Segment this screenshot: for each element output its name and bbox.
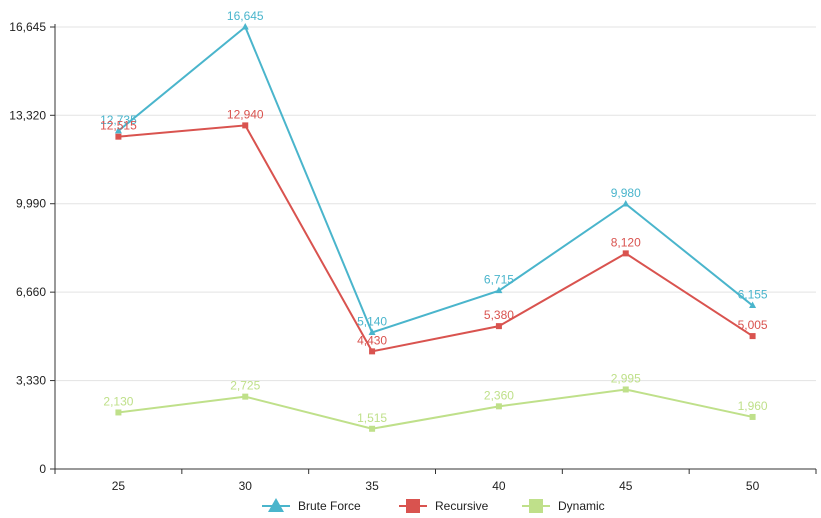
data-point-dynamic <box>495 403 502 410</box>
data-point-dynamic <box>242 393 249 400</box>
data-label-brute-force: 6,715 <box>484 273 514 287</box>
data-label-recursive: 8,120 <box>611 235 641 249</box>
data-label-recursive: 12,940 <box>227 107 264 121</box>
data-point-dynamic <box>749 413 756 420</box>
y-tick-label: 13,320 <box>9 108 46 122</box>
y-tick-label: 16,645 <box>9 20 46 34</box>
series-line-dynamic <box>118 388 753 430</box>
data-point-brute-force <box>368 328 376 336</box>
data-label-recursive: 4,430 <box>357 333 387 347</box>
series-line-brute-force <box>117 25 754 334</box>
data-point-recursive <box>749 333 756 340</box>
data-point-brute-force <box>622 199 630 207</box>
data-label-brute-force: 5,140 <box>357 315 387 329</box>
series-lines <box>114 23 757 432</box>
data-point-brute-force <box>495 286 503 294</box>
legend-marker-recursive <box>406 499 420 513</box>
y-tick-label: 9,990 <box>16 197 46 211</box>
data-point-brute-force <box>749 301 757 309</box>
data-label-dynamic: 1,960 <box>738 399 768 413</box>
data-label-recursive: 12,515 <box>100 119 137 133</box>
data-point-recursive <box>369 348 376 355</box>
x-axis: 25 30 35 40 45 50 <box>54 468 817 493</box>
data-point-recursive <box>495 323 502 330</box>
data-label-recursive: 5,380 <box>484 308 514 322</box>
data-point-brute-force <box>241 23 249 30</box>
data-point-dynamic <box>369 425 376 432</box>
legend-marker-brute-force <box>268 498 284 512</box>
data-label-brute-force: 9,980 <box>611 186 641 200</box>
legend-label-brute-force: Brute Force <box>298 499 361 513</box>
data-label-dynamic: 2,725 <box>230 379 260 393</box>
grid-lines <box>55 26 816 382</box>
y-tick-label: 3,330 <box>16 374 46 388</box>
data-label-brute-force: 12,735 <box>100 113 137 127</box>
data-point-recursive <box>115 133 122 140</box>
data-label-dynamic: 2,995 <box>611 371 641 385</box>
data-label-brute-force: 16,645 <box>227 9 264 23</box>
data-point-dynamic <box>115 409 122 416</box>
legend: Brute Force Recursive Dynamic <box>262 498 605 513</box>
y-tick-label: 0 <box>39 462 46 476</box>
data-label-dynamic: 1,515 <box>357 411 387 425</box>
y-tick-label: 6,660 <box>16 285 46 299</box>
data-label-recursive: 5,005 <box>738 318 768 332</box>
data-labels: 12,735 16,645 5,140 6,715 9,980 6,155 12,515 12… <box>100 9 768 425</box>
x-tick-label: 40 <box>492 479 506 493</box>
legend-label-dynamic: Dynamic <box>558 499 605 513</box>
x-tick-label: 35 <box>365 479 379 493</box>
series-line-recursive <box>118 124 754 353</box>
data-label-dynamic: 2,360 <box>484 388 514 402</box>
data-point-recursive <box>622 250 629 257</box>
legend-marker-dynamic <box>529 499 543 513</box>
x-tick-label: 30 <box>239 479 253 493</box>
data-point-dynamic <box>622 386 629 393</box>
data-label-brute-force: 6,155 <box>738 288 768 302</box>
x-tick-label: 50 <box>746 479 760 493</box>
x-tick-label: 45 <box>619 479 633 493</box>
data-label-dynamic: 2,130 <box>103 394 133 408</box>
data-point-recursive <box>242 122 249 129</box>
y-axis: 0 3,330 6,660 9,990 13,320 16,645 <box>9 20 56 476</box>
legend-label-recursive: Recursive <box>435 499 489 513</box>
data-point-brute-force <box>114 126 122 134</box>
x-tick-label: 25 <box>112 479 126 493</box>
